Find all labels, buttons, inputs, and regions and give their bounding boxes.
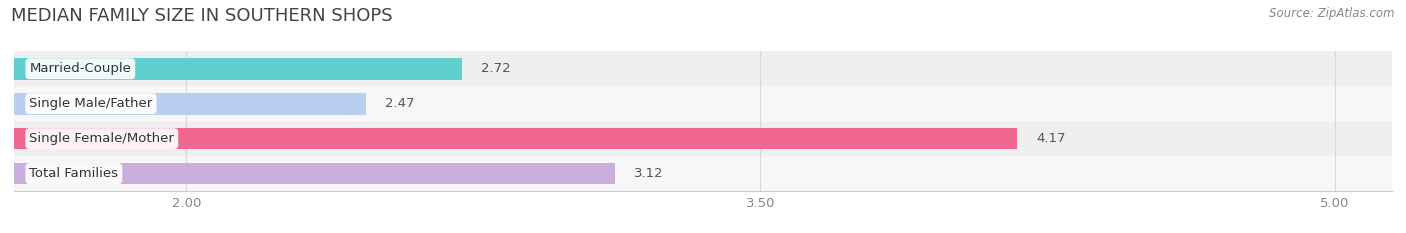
Text: Married-Couple: Married-Couple <box>30 62 131 75</box>
Bar <box>14 163 614 185</box>
Bar <box>14 51 1392 86</box>
Bar <box>14 128 1017 150</box>
Text: 3.12: 3.12 <box>634 167 664 180</box>
Text: Single Male/Father: Single Male/Father <box>30 97 153 110</box>
Bar <box>14 86 1392 121</box>
Bar <box>14 121 1392 156</box>
Text: 2.72: 2.72 <box>481 62 510 75</box>
Text: MEDIAN FAMILY SIZE IN SOUTHERN SHOPS: MEDIAN FAMILY SIZE IN SOUTHERN SHOPS <box>11 7 392 25</box>
Text: Source: ZipAtlas.com: Source: ZipAtlas.com <box>1270 7 1395 20</box>
Text: Total Families: Total Families <box>30 167 118 180</box>
Text: 2.47: 2.47 <box>385 97 415 110</box>
Bar <box>14 58 461 80</box>
Text: 4.17: 4.17 <box>1036 132 1066 145</box>
Bar <box>14 156 1392 191</box>
Text: Single Female/Mother: Single Female/Mother <box>30 132 174 145</box>
Bar <box>14 93 366 115</box>
